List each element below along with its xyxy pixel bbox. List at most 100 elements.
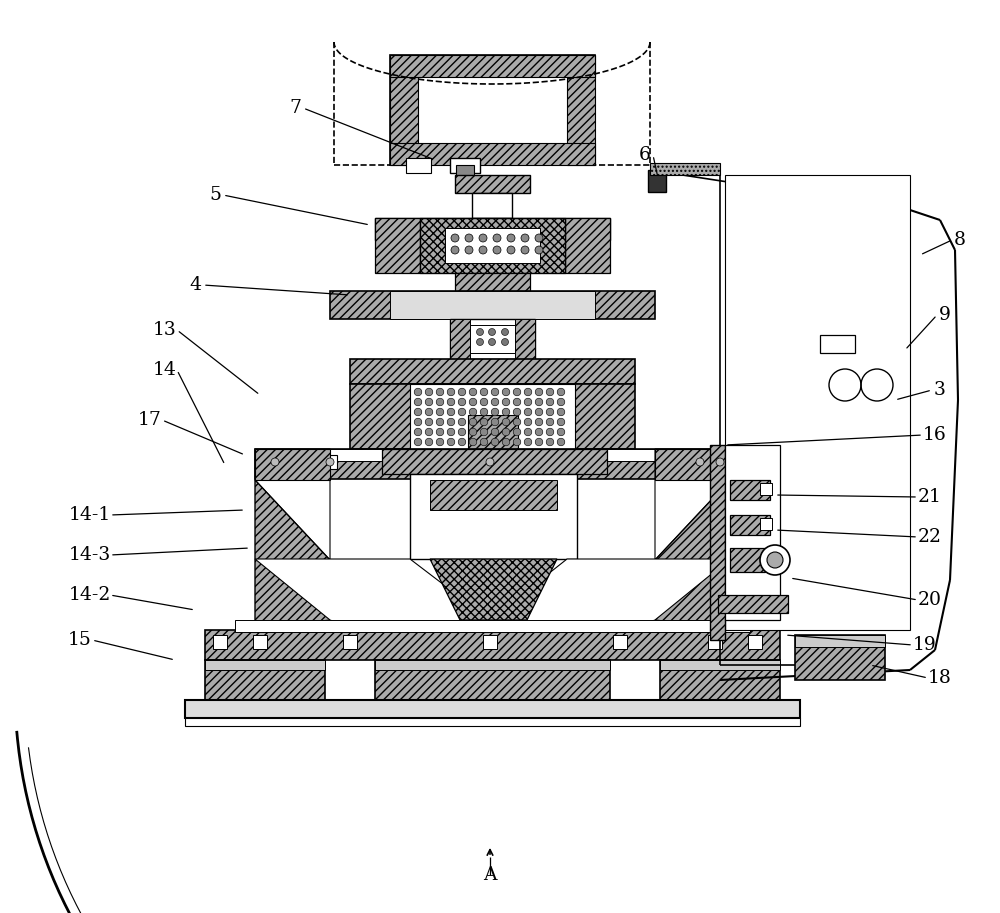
Circle shape (447, 428, 455, 436)
Text: 22: 22 (918, 528, 942, 546)
Circle shape (480, 408, 488, 415)
Polygon shape (255, 449, 330, 560)
Circle shape (502, 339, 509, 345)
Bar (472, 193, 512, 218)
Text: 20: 20 (918, 591, 942, 609)
Circle shape (535, 428, 543, 436)
Circle shape (477, 339, 484, 345)
Circle shape (436, 398, 444, 405)
Circle shape (521, 246, 529, 254)
Circle shape (425, 408, 433, 415)
Bar (382, 449, 607, 474)
Circle shape (436, 438, 444, 446)
Bar (375, 660, 610, 702)
Bar (483, 635, 497, 649)
Circle shape (479, 246, 487, 254)
Bar (185, 700, 800, 718)
Circle shape (557, 408, 565, 415)
Bar (450, 319, 535, 359)
Circle shape (535, 234, 543, 242)
Circle shape (451, 246, 459, 254)
Bar (235, 620, 750, 632)
Bar (253, 635, 267, 649)
Text: 9: 9 (939, 306, 951, 324)
Circle shape (546, 418, 554, 425)
Circle shape (447, 438, 455, 446)
Bar (205, 660, 325, 702)
Circle shape (447, 388, 455, 396)
Circle shape (521, 234, 529, 242)
Circle shape (716, 458, 724, 466)
Bar (375, 218, 610, 240)
Text: 6: 6 (639, 146, 651, 164)
Bar (255, 449, 330, 480)
Circle shape (507, 246, 515, 254)
Circle shape (425, 428, 433, 436)
Circle shape (465, 246, 473, 254)
Bar (730, 548, 765, 572)
Circle shape (469, 408, 477, 415)
Bar (655, 449, 730, 480)
Circle shape (425, 388, 433, 396)
Circle shape (447, 418, 455, 425)
Bar (430, 480, 557, 510)
Bar (455, 273, 530, 291)
Circle shape (513, 438, 521, 446)
Circle shape (546, 428, 554, 436)
Circle shape (696, 458, 704, 466)
Circle shape (458, 408, 466, 415)
Bar (390, 291, 595, 319)
Circle shape (414, 398, 422, 405)
Bar (760, 483, 772, 495)
Bar (725, 175, 910, 630)
Circle shape (436, 428, 444, 436)
Circle shape (480, 428, 488, 436)
Circle shape (513, 388, 521, 396)
Circle shape (326, 458, 334, 466)
Bar (567, 55, 595, 165)
Bar (470, 325, 515, 353)
Circle shape (513, 418, 521, 425)
Circle shape (491, 438, 499, 446)
Bar (450, 319, 470, 359)
Text: 3: 3 (934, 381, 946, 399)
Circle shape (271, 458, 279, 466)
Circle shape (524, 428, 532, 436)
Circle shape (414, 388, 422, 396)
Bar (725, 445, 780, 620)
Circle shape (557, 428, 565, 436)
Circle shape (557, 418, 565, 425)
Bar (648, 170, 666, 192)
Circle shape (535, 418, 543, 425)
Bar (323, 455, 337, 469)
Text: 7: 7 (289, 99, 301, 117)
Bar (760, 518, 772, 530)
Circle shape (414, 438, 422, 446)
Bar (343, 635, 357, 649)
Circle shape (557, 438, 565, 446)
Circle shape (469, 388, 477, 396)
Circle shape (469, 428, 477, 436)
Bar (708, 635, 722, 649)
Bar (350, 359, 635, 384)
Circle shape (480, 398, 488, 405)
Circle shape (458, 418, 466, 425)
Bar (268, 455, 282, 469)
Polygon shape (255, 480, 330, 630)
Bar (718, 595, 788, 613)
Bar (450, 158, 480, 173)
Circle shape (491, 408, 499, 415)
Circle shape (488, 329, 496, 335)
Text: 5: 5 (209, 186, 221, 204)
Circle shape (535, 438, 543, 446)
Circle shape (451, 234, 459, 242)
Circle shape (458, 398, 466, 405)
Bar (660, 660, 780, 670)
Circle shape (502, 418, 510, 425)
Text: A: A (483, 866, 497, 884)
Circle shape (458, 388, 466, 396)
Text: 8: 8 (954, 231, 966, 249)
Text: 14: 14 (153, 361, 177, 379)
Bar (748, 635, 762, 649)
Circle shape (502, 428, 510, 436)
